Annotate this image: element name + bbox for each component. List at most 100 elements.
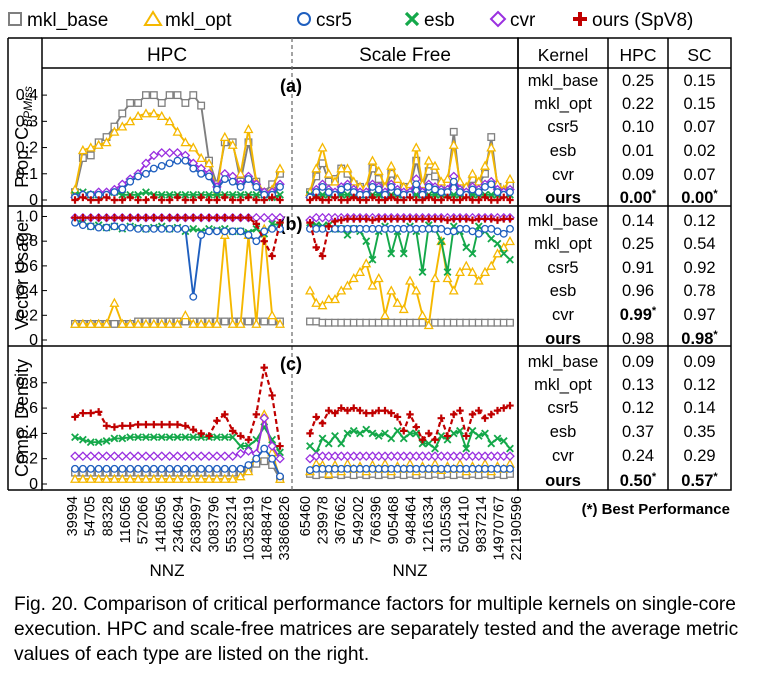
table-cell-sc: 0.29 — [683, 447, 715, 465]
table-cell-kernel: cvr — [552, 166, 575, 184]
table-header-hpc: HPC — [620, 45, 657, 65]
data-point-ours — [506, 196, 514, 204]
x-tick-label: 18488476 — [259, 496, 275, 561]
data-point-ours — [325, 406, 333, 415]
data-point-ours — [468, 216, 477, 224]
data-point-esb — [324, 439, 333, 448]
data-point-mkl_opt — [101, 318, 112, 328]
table-row: cvr 0.99* 0.97 — [552, 305, 716, 324]
data-point-csr5 — [205, 172, 213, 181]
data-point-esb — [443, 435, 452, 444]
data-point-mkl_opt — [342, 280, 353, 290]
data-point-esb — [118, 434, 127, 443]
data-point-csr5 — [220, 464, 229, 473]
data-point-ours — [481, 193, 489, 202]
data-point-csr5 — [212, 227, 221, 236]
data-point-csr5 — [134, 464, 143, 473]
x-tick-label: 39994 — [65, 496, 81, 536]
data-point-mkl_opt — [330, 293, 340, 304]
data-point-esb — [462, 243, 471, 252]
data-point-ours — [493, 406, 502, 415]
data-point-ours — [276, 196, 284, 204]
data-point-csr5 — [157, 464, 166, 473]
y-tick-label: 0.8 — [16, 375, 38, 392]
table-row: mkl_base 0.14 0.12 — [528, 212, 716, 230]
data-point-mkl_opt — [117, 318, 128, 328]
table-cell-hpc: 0.91 — [622, 259, 654, 277]
data-point-esb — [220, 433, 229, 442]
data-point-csr5 — [228, 227, 237, 236]
data-point-ours — [118, 422, 127, 430]
data-point-ours — [268, 252, 276, 260]
data-point-ours — [79, 409, 87, 417]
data-point-ours — [312, 193, 320, 202]
data-point-ours — [110, 214, 119, 222]
panel-tag: (a) — [280, 76, 302, 96]
data-point-esb — [343, 231, 352, 239]
data-point-ours — [312, 413, 320, 421]
data-point-ours — [456, 196, 464, 204]
data-point-ours — [142, 196, 150, 204]
data-point-ours — [197, 214, 205, 222]
data-point-ours — [350, 215, 358, 223]
data-point-esb — [228, 190, 237, 199]
data-point-ours — [306, 196, 314, 204]
data-point-mkl_opt — [430, 160, 440, 170]
data-point-ours — [71, 413, 79, 421]
data-point-ours — [102, 422, 111, 430]
data-point-mkl_opt — [196, 473, 207, 483]
data-point-mkl_base — [110, 319, 119, 328]
y-axis-label: Comp. Density — [12, 359, 32, 477]
legend-label-csr5: csr5 — [316, 10, 352, 31]
data-point-csr5 — [78, 221, 87, 230]
data-point-mkl_opt — [109, 126, 120, 136]
data-point-mkl_opt — [85, 318, 96, 328]
y-tick-label: 0.4 — [16, 87, 38, 104]
data-point-csr5 — [244, 231, 253, 239]
data-point-ours — [418, 215, 427, 223]
data-point-csr5 — [306, 466, 314, 475]
data-point-ours — [437, 414, 445, 422]
data-point-mkl_opt — [125, 318, 136, 328]
table-cell-kernel: esb — [550, 142, 577, 160]
data-point-csr5 — [236, 227, 245, 236]
x-tick-label: 33866826 — [277, 496, 293, 561]
data-point-mkl_opt — [148, 108, 159, 118]
data-point-mkl_base — [506, 318, 514, 327]
data-point-mkl_base — [312, 172, 321, 181]
data-point-csr5 — [236, 464, 245, 473]
legend-label-ours: ours (SpV8) — [592, 10, 693, 31]
data-point-ours — [165, 214, 174, 222]
data-point-csr5 — [493, 188, 502, 197]
x-tick-label: 948464 — [404, 496, 420, 544]
data-point-ours — [150, 214, 158, 222]
data-point-cvr — [323, 451, 334, 461]
table-row: esb 0.37 0.35 — [550, 423, 716, 441]
data-point-csr5 — [431, 185, 439, 194]
data-point-ours — [356, 196, 364, 204]
data-point-mkl_opt — [172, 318, 183, 328]
x-tick-label: 10352819 — [242, 496, 258, 561]
data-point-csr5 — [506, 188, 514, 197]
data-point-esb — [412, 429, 421, 438]
data-point-csr5 — [268, 224, 277, 233]
data-point-mkl_opt — [204, 158, 215, 168]
data-point-csr5 — [343, 182, 352, 191]
series-csr5 — [71, 444, 514, 481]
table-cell-hpc: 0.09 — [622, 166, 654, 184]
data-point-csr5 — [118, 223, 127, 232]
legend-item-mkl_opt: mkl_opt — [143, 10, 232, 31]
data-point-ours — [87, 196, 95, 204]
data-point-esb — [437, 237, 446, 246]
table-row: ours 0.50* 0.57* — [545, 471, 718, 490]
data-point-ours — [443, 193, 452, 202]
data-point-mkl_opt — [125, 116, 136, 126]
data-point-mkl_opt — [505, 173, 515, 183]
data-point-csr5 — [260, 227, 269, 236]
data-point-csr5 — [205, 227, 213, 236]
data-point-csr5 — [197, 231, 206, 239]
data-point-ours — [252, 410, 261, 419]
data-point-mkl_opt — [172, 126, 183, 136]
summary-table: Kernel HPC SC mkl_base 0.25 0.15 mkl_opt 0.22 0.… — [517, 37, 732, 491]
data-point-mkl_opt — [180, 473, 191, 483]
